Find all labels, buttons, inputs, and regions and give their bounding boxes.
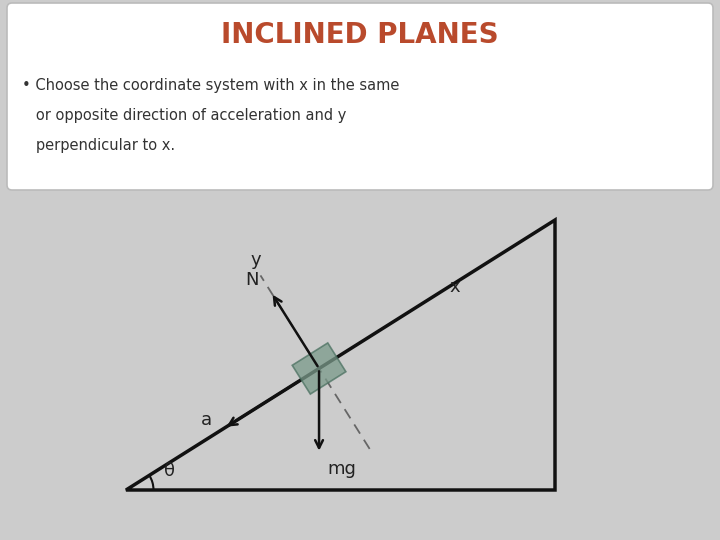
FancyBboxPatch shape — [7, 3, 713, 190]
Text: INCLINED PLANES: INCLINED PLANES — [221, 21, 499, 49]
Text: • Choose the coordinate system with x in the same: • Choose the coordinate system with x in… — [22, 78, 400, 93]
Text: x: x — [450, 278, 460, 296]
Text: θ: θ — [163, 462, 175, 480]
Text: N: N — [246, 271, 259, 289]
Text: mg: mg — [327, 460, 356, 477]
Text: perpendicular to x.: perpendicular to x. — [22, 138, 175, 153]
Text: y: y — [250, 252, 261, 269]
Text: or opposite direction of acceleration and y: or opposite direction of acceleration an… — [22, 108, 346, 123]
Polygon shape — [292, 343, 346, 394]
Text: a: a — [201, 411, 212, 429]
